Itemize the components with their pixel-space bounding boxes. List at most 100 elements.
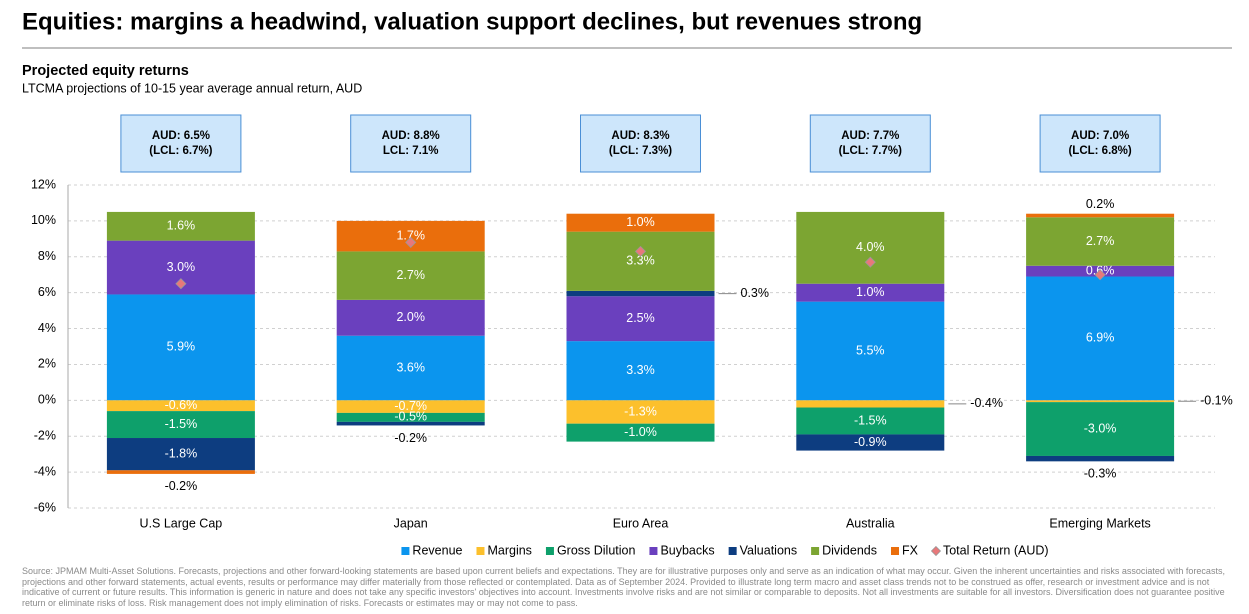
bar-segment xyxy=(796,434,945,451)
bar-segment xyxy=(1026,213,1175,218)
data-label: 5.9% xyxy=(167,340,196,354)
data-label: 1.0% xyxy=(856,285,885,299)
y-tick-label: 8% xyxy=(38,249,56,263)
legend-label: Margins xyxy=(487,543,531,557)
bar-segment xyxy=(566,296,715,342)
bar-segment xyxy=(796,301,945,401)
y-tick-label: 0% xyxy=(38,393,56,407)
bar-segment xyxy=(336,421,485,426)
bar-segment xyxy=(336,299,485,336)
legend-swatch xyxy=(476,547,485,555)
data-label: -0.4% xyxy=(970,396,1003,410)
bar-segment xyxy=(336,412,485,422)
data-label: -0.5% xyxy=(394,410,427,424)
data-label: 1.7% xyxy=(396,228,425,242)
bar-segment xyxy=(1026,455,1175,462)
legend-swatch xyxy=(728,547,737,555)
bar-segment xyxy=(796,211,945,284)
data-label: -0.6% xyxy=(165,398,198,412)
bar-segment xyxy=(106,294,255,401)
bar-segment xyxy=(566,290,715,297)
callout-box xyxy=(1039,114,1161,173)
data-label: -0.1% xyxy=(1200,394,1233,408)
bar-segment xyxy=(106,400,255,412)
y-tick-label: -4% xyxy=(34,464,56,478)
data-label: -1.8% xyxy=(165,446,198,460)
x-tick-label: Emerging Markets xyxy=(1049,516,1150,530)
data-label: 3.3% xyxy=(626,363,655,377)
legend-swatch xyxy=(401,547,410,555)
callout-text: AUD: 8.3% xyxy=(611,130,669,142)
callout-text: (LCL: 6.8%) xyxy=(1068,145,1131,157)
legend-label: FX xyxy=(902,543,919,557)
y-tick-label: 2% xyxy=(38,357,56,371)
callout-text: AUD: 7.7% xyxy=(841,130,899,142)
callout-text: (LCL: 6.7%) xyxy=(149,145,212,157)
bar-segment xyxy=(1026,217,1175,266)
bar-segment xyxy=(566,423,715,442)
callout-box xyxy=(580,114,701,173)
x-tick-label: Euro Area xyxy=(613,516,669,530)
bar-segment xyxy=(336,400,485,413)
legend-label: Valuations xyxy=(740,543,797,557)
data-label: -0.9% xyxy=(854,435,887,449)
bar-segment xyxy=(566,231,715,291)
data-label: -0.3% xyxy=(1084,467,1117,481)
data-label: 5.5% xyxy=(856,343,885,357)
bar-segment xyxy=(1026,402,1175,456)
bar-segment xyxy=(796,407,945,435)
x-tick-label: U.S Large Cap xyxy=(140,516,223,530)
callout-box xyxy=(350,114,472,173)
data-label: 2.7% xyxy=(1086,234,1115,248)
data-label: -1.5% xyxy=(854,413,887,427)
data-label: 3.6% xyxy=(396,360,425,374)
chart: Equities: margins a headwind, valuation … xyxy=(22,8,1233,557)
bar-segment xyxy=(106,211,255,241)
legend-swatch xyxy=(811,547,820,555)
bar-segment xyxy=(336,251,485,300)
bar-segment xyxy=(1026,276,1175,401)
footnote: Source: JPMAM Multi-Asset Solutions. For… xyxy=(22,566,1225,608)
data-label: 2.0% xyxy=(396,310,425,324)
callout-text: (LCL: 7.7%) xyxy=(839,145,902,157)
data-label: -0.7% xyxy=(394,399,427,413)
data-label: 2.7% xyxy=(396,268,425,282)
data-label: 3.0% xyxy=(167,260,196,274)
callout-text: AUD: 6.5% xyxy=(152,130,210,142)
data-label: -3.0% xyxy=(1084,421,1117,435)
bar-segment xyxy=(106,411,255,439)
data-label: 0.2% xyxy=(1086,197,1115,211)
y-tick-label: -2% xyxy=(34,429,56,443)
data-label: -1.3% xyxy=(624,404,657,418)
legend-label: Total Return (AUD) xyxy=(943,543,1049,557)
callout-box xyxy=(120,114,242,173)
bar-segment xyxy=(336,335,485,401)
data-label: -0.2% xyxy=(394,431,427,445)
data-label: 3.3% xyxy=(626,254,655,268)
y-tick-label: -6% xyxy=(34,500,56,514)
legend-swatch xyxy=(890,547,899,555)
data-label: 4.0% xyxy=(856,240,885,254)
y-tick-label: 4% xyxy=(38,321,56,335)
legend-swatch xyxy=(649,547,658,555)
legend-label: Buybacks xyxy=(660,543,714,557)
data-label: 1.6% xyxy=(167,219,196,233)
bar-segment xyxy=(566,341,715,401)
total-marker xyxy=(175,278,187,290)
bar-segment xyxy=(566,213,715,232)
chart-caption: LTCMA projections of 10-15 year average … xyxy=(22,81,362,95)
callout-box xyxy=(809,114,931,173)
callout-text: (LCL: 7.3%) xyxy=(609,145,672,157)
y-tick-label: 6% xyxy=(38,285,56,299)
chart-title: Equities: margins a headwind, valuation … xyxy=(22,8,922,35)
callout-text: AUD: 7.0% xyxy=(1071,130,1129,142)
y-tick-label: 12% xyxy=(31,177,56,191)
bar-segment xyxy=(106,438,255,471)
legend-label: Dividends xyxy=(822,543,877,557)
bar-segment xyxy=(796,283,945,302)
x-tick-label: Australia xyxy=(846,516,895,530)
legend-label: Gross Dilution xyxy=(557,543,636,557)
data-label: 2.5% xyxy=(626,311,655,325)
data-label: -1.0% xyxy=(624,425,657,439)
